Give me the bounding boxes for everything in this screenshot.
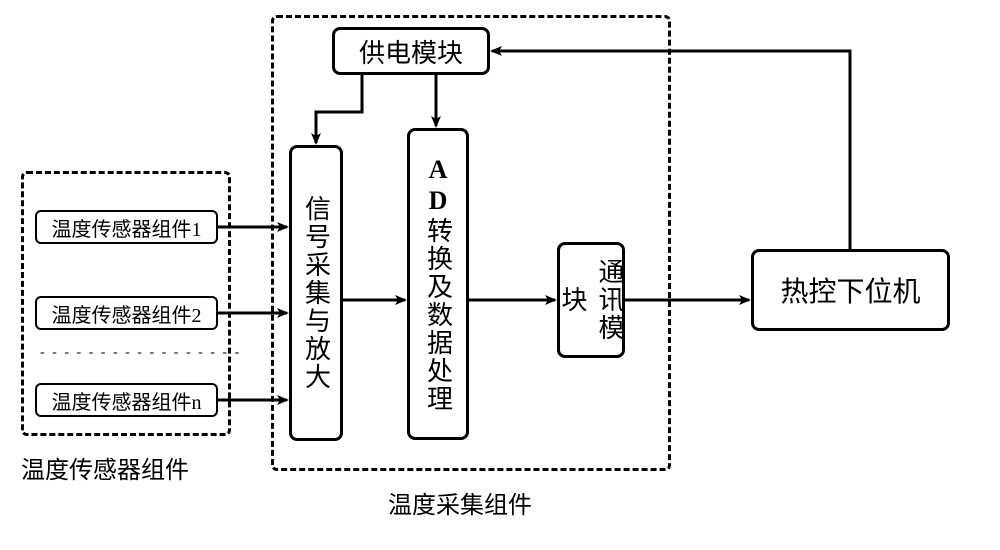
signal-acq-label: 信号采集与放大 [298, 195, 335, 391]
sensor-item-n: 温度传感器组件n [35, 383, 218, 417]
sensor-item-1: 温度传感器组件1 [35, 210, 218, 244]
ad-conv-rest: 转换及数据处理 [424, 217, 453, 413]
power-module-box: 供电模块 [332, 27, 490, 75]
ad-conv-box: AD转换及数据处理 [407, 128, 469, 440]
ad-conv-label: AD转换及数据处理 [420, 155, 457, 413]
sensor-item-n-label: 温度传感器组件n [52, 386, 202, 415]
sensor-item-2-label: 温度传感器组件2 [52, 299, 202, 328]
diagram-canvas: 温度传感器组件1 温度传感器组件2 - - - - - - - - - - - … [0, 0, 1000, 550]
lower-computer-label: 热控下位机 [780, 270, 920, 310]
comm-module-box: 通讯模块 [557, 242, 625, 358]
acq-group-caption: 温度采集组件 [388, 485, 532, 520]
lower-computer-box: 热控下位机 [751, 249, 950, 331]
comm-module-label: 通讯模块 [554, 245, 628, 355]
sensor-item-2: 温度传感器组件2 [35, 296, 218, 330]
sensor-ellipsis: - - - - - - - - - - - - - - - - - [40, 345, 241, 361]
sensor-item-1-label: 温度传感器组件1 [52, 213, 202, 242]
signal-acq-box: 信号采集与放大 [289, 145, 343, 441]
sensor-group-caption: 温度传感器组件 [21, 450, 189, 485]
power-module-label: 供电模块 [359, 33, 463, 70]
